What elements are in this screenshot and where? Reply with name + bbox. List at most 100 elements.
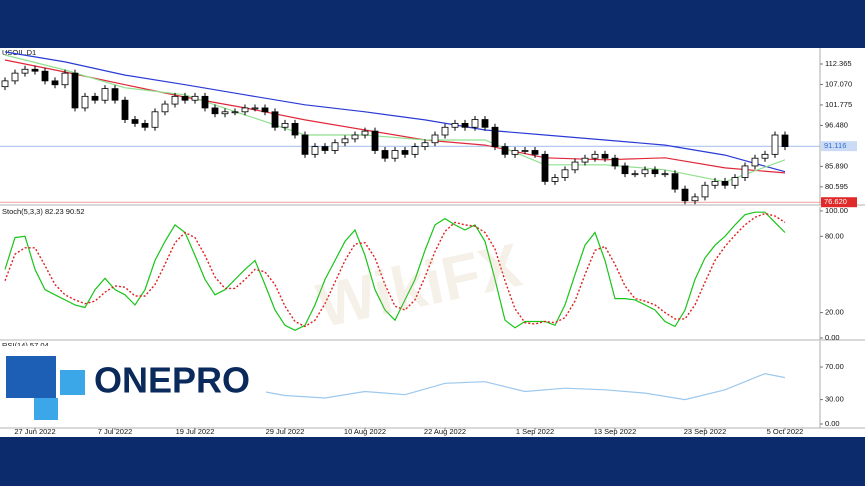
x-tick-label: 29 Jul 2022 [266,427,305,436]
candle-body [31,68,39,72]
y-tick-label: 20.00 [825,308,844,317]
panel-title: Stoch(5,3,3) 82.23 90.52 [2,207,85,216]
candle-body [651,169,659,175]
candle-body [251,107,259,110]
candle-body [21,68,29,74]
x-tick-label: 22 Aug 2022 [424,427,466,436]
candle-body [751,157,759,167]
candle-body [231,111,239,114]
candle-body [261,107,269,113]
candle-body [431,134,439,144]
candle-body [91,95,99,101]
logo-square [6,356,56,398]
x-tick-label: 10 Aug 2022 [344,427,386,436]
candle-body [591,153,599,159]
candle-body [681,188,689,202]
y-tick-label: 100.00 [825,206,848,215]
panel-title: RSI(14) 57.04 [2,341,49,350]
candle-body [621,165,629,175]
logo-square [34,398,58,420]
candle-body [641,169,649,175]
y-tick-label: 80.595 [825,182,848,191]
candle-body [291,123,299,136]
candle-body [271,111,279,128]
y-tick-label: 70.00 [825,362,844,371]
candle-body [561,169,569,178]
candle-body [41,70,49,82]
y-tick-label: 0.00 [825,333,840,342]
candle-body [221,111,229,115]
candle-body [281,123,289,128]
candle-body [61,72,69,86]
candle-body [711,181,719,186]
candle-body [631,173,639,176]
candle-body [411,146,419,155]
price-label: 76.620 [824,197,847,206]
candle-body [131,119,139,124]
candle-body [571,161,579,171]
candle-body [81,95,89,109]
series-line [4,51,786,173]
candle-body [171,95,179,105]
candle-body [51,80,59,86]
candle-body [371,130,379,151]
candle-body [541,153,549,182]
panel-title: USOIL,D1 [2,48,36,57]
candle-body [551,177,559,182]
x-tick-label: 27 Jun 2022 [14,427,55,436]
candle-body [771,134,779,155]
series-line [4,212,786,328]
candle-body [581,157,589,163]
candle-body [201,95,209,109]
candle-body [601,153,609,159]
price-label-box [821,141,857,152]
y-tick-label: 80.00 [825,231,844,240]
candle-body [671,173,679,190]
series-line [4,59,786,174]
y-tick-label: 0.00 [825,419,840,428]
x-tick-label: 23 Sep 2022 [684,427,727,436]
candle-body [721,181,729,186]
y-tick-label: 85.890 [825,161,848,170]
candle-body [481,119,489,128]
y-tick-label: 101.775 [825,100,852,109]
y-tick-label: 107.070 [825,79,852,88]
candle-body [141,123,149,128]
candle-body [511,150,519,155]
series-line [4,211,786,331]
candle-body [451,123,459,128]
candle-body [421,142,429,148]
candle-body [661,173,669,176]
candle-body [471,119,479,128]
candle-body [441,126,449,136]
price-label: 91.116 [824,141,846,150]
candle-body [181,95,189,101]
candle-body [391,150,399,159]
candle-body [521,150,529,152]
logo-text: ONEPRO [94,360,250,401]
candle-body [331,142,339,151]
price-label-box [821,197,857,208]
logo-square [60,370,85,395]
chart: USOIL,D1 112.365 107.070 101.775 96.480 85.89… [0,48,865,436]
candle-body [381,150,389,159]
x-tick-label: 7 Jul 2022 [98,427,133,436]
x-tick-label: 19 Jul 2022 [176,427,215,436]
candle-body [781,134,789,148]
candle-body [301,134,309,155]
candle-body [161,103,169,113]
candle-body [611,157,619,167]
candle-body [191,95,199,101]
candle-body [321,146,329,151]
y-tick-label: 96.480 [825,120,848,129]
candle-body [761,153,769,159]
candle-body [351,134,359,140]
x-tick-label: 1 Sep 2022 [516,427,554,436]
candle-body [691,196,699,202]
candle-body [101,88,109,101]
candle-body [731,177,739,186]
candle-body [741,165,749,178]
candle-body [151,111,159,128]
candle-body [111,88,119,101]
